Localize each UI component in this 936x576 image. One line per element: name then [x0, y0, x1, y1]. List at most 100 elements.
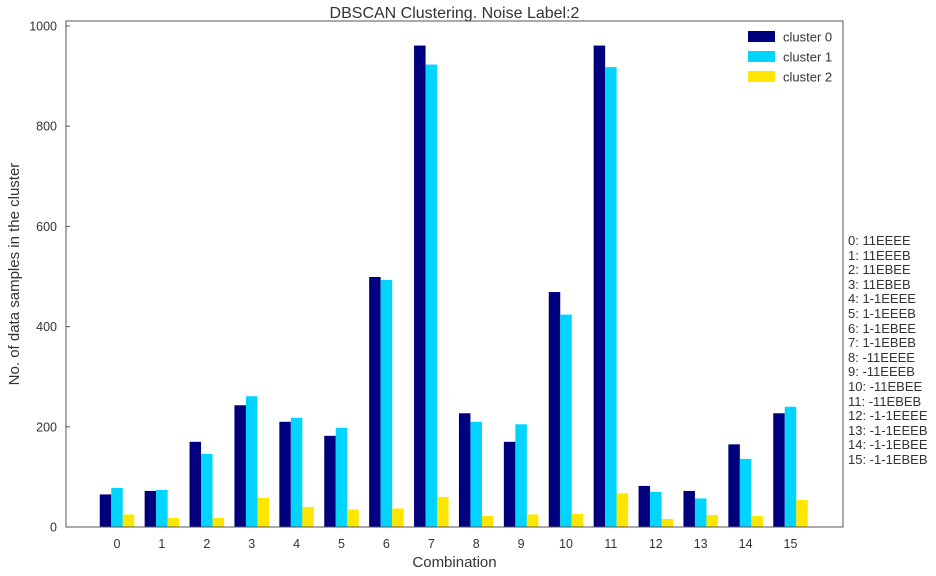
x-tick-label: 0: [114, 537, 121, 551]
x-tick-label: 2: [203, 537, 210, 551]
bar-cluster-2-cat-15: [796, 499, 808, 527]
bar-cluster-2-cat-8: [481, 515, 494, 527]
plot-area: [66, 21, 843, 527]
combination-key-item: 3: 11EBEB: [848, 276, 911, 292]
bar-cluster-2-cat-10: [571, 513, 584, 527]
x-tick-label: 15: [784, 537, 798, 551]
bar-cluster-1-cat-11: [605, 67, 617, 527]
y-axis-label: No. of data samples in the cluster: [6, 163, 23, 386]
x-tick-label: 13: [694, 537, 708, 551]
x-tick-label: 10: [559, 537, 573, 551]
x-tick-label: 1: [158, 537, 165, 551]
combination-key-item: 5: 1-1EEEB: [848, 305, 916, 321]
bar-cluster-1-cat-9: [515, 424, 527, 527]
bar-cluster-0-cat-7: [414, 45, 426, 528]
bars-group: [99, 45, 808, 528]
y-axis: 0 200 400 600 800 1000: [29, 20, 70, 535]
x-tick-label: 9: [518, 537, 525, 551]
combination-key-item: 14: -1-1EBEE: [848, 437, 928, 453]
bar-cluster-1-cat-3: [245, 396, 258, 527]
bar-cluster-0-cat-15: [773, 413, 785, 527]
x-tick-label: 14: [739, 537, 753, 551]
bar-cluster-2-cat-9: [526, 514, 539, 527]
bar-cluster-2-cat-7: [437, 496, 449, 527]
bar-cluster-0-cat-6: [369, 277, 381, 527]
chart-title: DBSCAN Clustering. Noise Label:2: [330, 5, 580, 22]
bar-cluster-0-cat-5: [324, 435, 336, 527]
combination-key-item: 10: -11EBEE: [848, 378, 923, 394]
bar-cluster-1-cat-0: [111, 487, 123, 527]
combination-key-item: 9: -11EEEB: [848, 364, 915, 380]
bar-cluster-2-cat-14: [751, 515, 763, 527]
legend-label-cluster-1: cluster 1: [783, 50, 832, 65]
y-tick-label: 0: [50, 521, 57, 535]
bar-cluster-2-cat-5: [347, 509, 359, 527]
combination-key-item: 2: 11EBEE: [848, 262, 911, 278]
bar-cluster-0-cat-14: [728, 444, 740, 527]
x-tick-label: 4: [293, 537, 300, 551]
bar-cluster-1-cat-7: [425, 64, 438, 527]
bar-cluster-1-cat-2: [201, 453, 213, 527]
combination-key-item: 13: -1-1EEEB: [848, 422, 928, 438]
y-tick-label: 1000: [29, 20, 57, 34]
bar-cluster-0-cat-1: [144, 490, 157, 527]
legend: cluster 0 cluster 1 cluster 2: [748, 30, 832, 85]
legend-label-cluster-2: cluster 2: [783, 70, 832, 85]
y-tick-label: 800: [36, 120, 57, 134]
x-axis-label: Combination: [412, 554, 496, 571]
legend-swatch-cluster-0: [748, 31, 775, 42]
bar-cluster-1-cat-1: [156, 489, 168, 527]
bar-cluster-1-cat-13: [694, 498, 707, 527]
x-tick-label: 11: [604, 537, 617, 551]
bar-cluster-2-cat-13: [706, 514, 718, 527]
bar-cluster-0-cat-4: [279, 421, 291, 527]
combination-key-item: 12: -1-1EEEE: [848, 408, 928, 424]
legend-label-cluster-0: cluster 0: [783, 30, 832, 45]
x-tick-label: 5: [338, 537, 345, 551]
bar-cluster-1-cat-10: [560, 314, 572, 527]
x-tick-label: 7: [428, 537, 435, 551]
y-tick-label: 200: [36, 420, 57, 434]
x-axis: 0 1 2 3 4 5 6 7 8 9 10 11 12 13 14 15: [114, 537, 798, 551]
bar-cluster-2-cat-2: [212, 517, 225, 527]
bar-cluster-1-cat-5: [335, 427, 348, 527]
bar-cluster-2-cat-0: [122, 514, 135, 527]
x-tick-label: 8: [473, 537, 480, 551]
bar-cluster-0-cat-13: [683, 490, 695, 527]
bar-cluster-2-cat-3: [257, 497, 269, 527]
bar-cluster-0-cat-9: [503, 441, 516, 527]
combination-key: 0: 11EEEE 1: 11EEEB 2: 11EBEE 3: 11EBEB 4: 1…: [848, 233, 928, 468]
combination-key-item: 1: 11EEEB: [848, 247, 911, 263]
bar-cluster-0-cat-2: [189, 441, 202, 527]
bar-cluster-0-cat-12: [638, 485, 651, 527]
bar-cluster-1-cat-8: [470, 421, 482, 527]
plot-frame: [65, 20, 844, 528]
bar-cluster-1-cat-15: [784, 406, 797, 527]
legend-swatch-cluster-1: [748, 51, 775, 62]
bar-cluster-0-cat-8: [458, 413, 471, 527]
bar-cluster-0-cat-3: [234, 405, 246, 527]
x-tick-label: 6: [383, 537, 390, 551]
combination-key-item: 15: -1-1EBEB: [848, 451, 928, 467]
bar-cluster-0-cat-0: [99, 494, 112, 527]
x-tick-label: 3: [248, 537, 255, 551]
combination-key-item: 0: 11EEEE: [848, 233, 911, 248]
combination-key-item: 4: 1-1EEEE: [848, 291, 916, 307]
combination-key-item: 8: -11EEEE: [848, 349, 915, 365]
bar-cluster-1-cat-14: [739, 458, 752, 527]
x-tick-label: 12: [649, 537, 663, 551]
combination-key-item: 7: 1-1EBEB: [848, 335, 916, 351]
bar-cluster-1-cat-4: [290, 417, 303, 527]
legend-swatch-cluster-2: [748, 71, 775, 82]
combination-key-item: 6: 1-1EBEE: [848, 320, 916, 336]
bar-cluster-1-cat-12: [650, 491, 662, 527]
bar-cluster-2-cat-6: [392, 508, 404, 527]
combination-key-item: 11: -11EBEB: [848, 393, 922, 409]
bar-cluster-1-cat-6: [380, 280, 393, 527]
y-tick-label: 600: [36, 220, 57, 234]
bar-cluster-2-cat-4: [302, 506, 314, 527]
bar-cluster-0-cat-10: [548, 292, 561, 527]
y-tick-label: 400: [36, 320, 57, 334]
bar-cluster-0-cat-11: [593, 45, 606, 528]
